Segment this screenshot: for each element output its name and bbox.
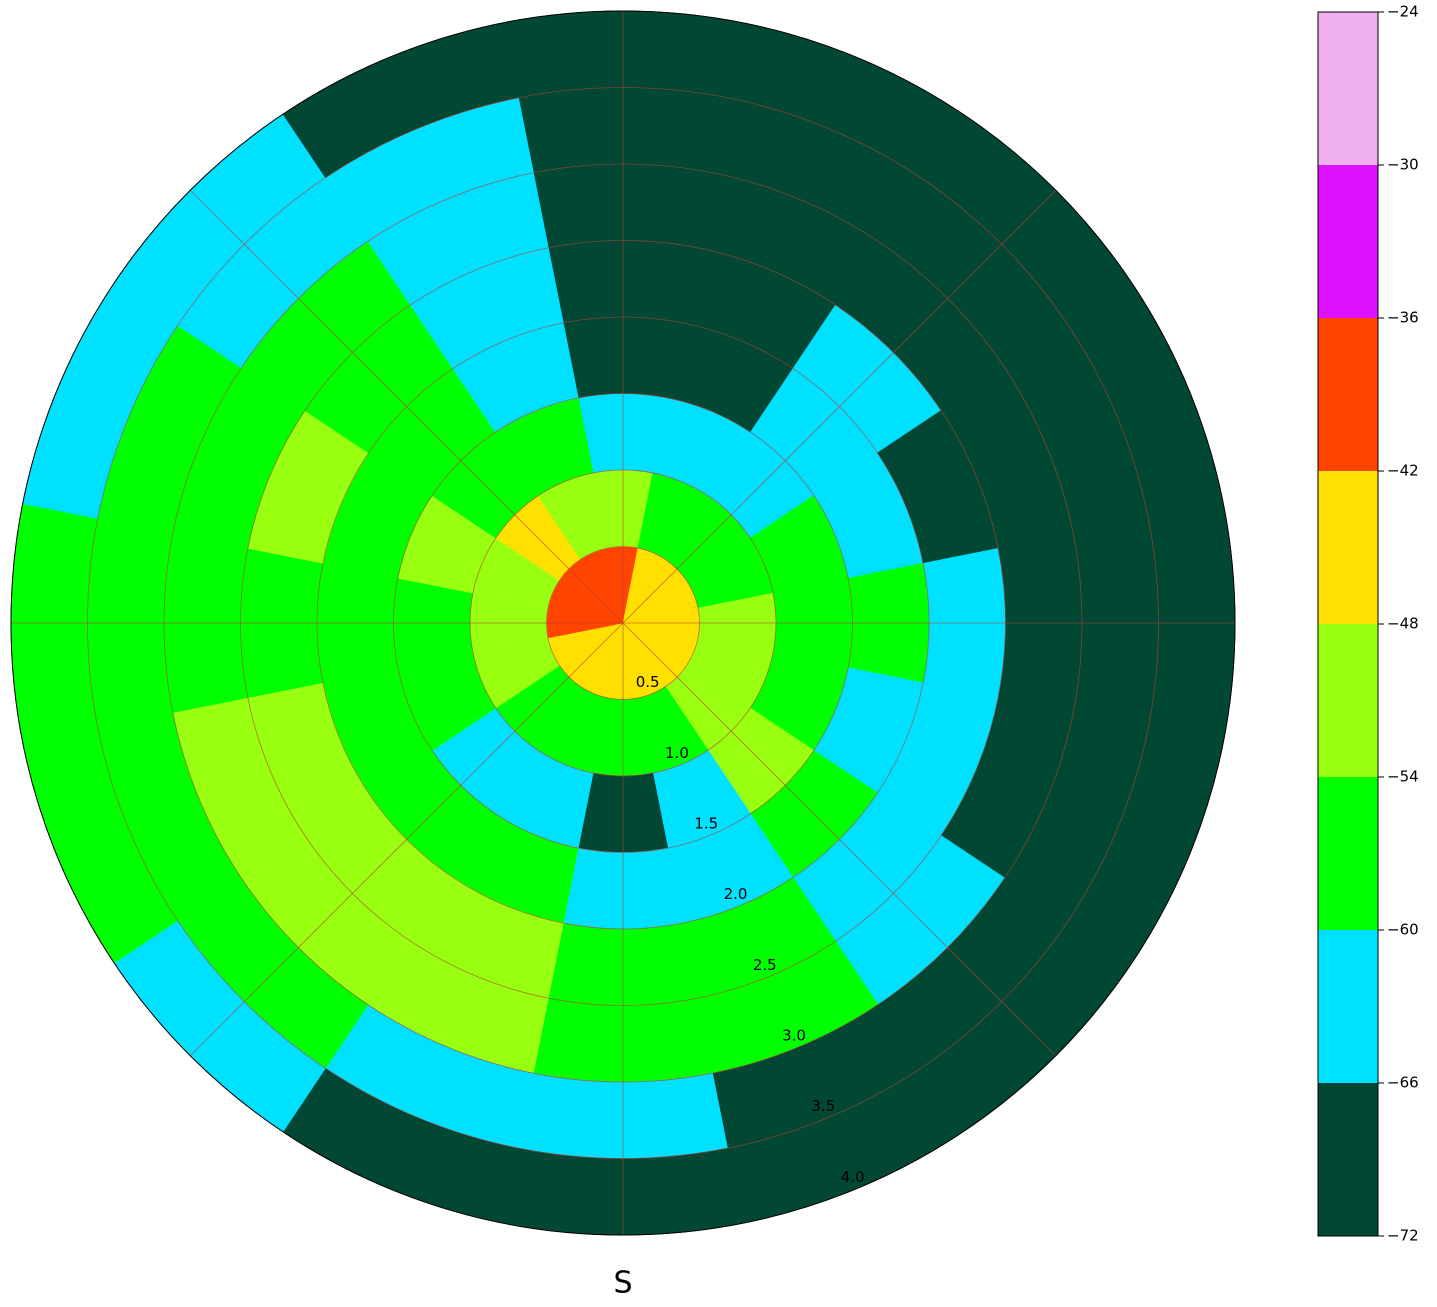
r-tick-label: 0.5 <box>636 673 660 691</box>
r-tick-label: 2.5 <box>753 956 777 974</box>
polar-grid: 0.5 1.0 1.5 2.0 2.5 3.0 3.5 4.0 <box>10 10 1236 1236</box>
colorbar-tick-label: −48 <box>1387 615 1419 633</box>
r-tick-label: 3.0 <box>782 1026 806 1044</box>
colorbar-tick-label: −60 <box>1387 921 1419 939</box>
colorbar-tick-label: −42 <box>1387 462 1419 480</box>
polar-frame <box>10 10 1236 1236</box>
colorbar-segment <box>1318 471 1378 624</box>
colorbar: −72 −66 −60 −54 −48 −42 −36 −30 −24 <box>1317 3 1419 1245</box>
r-tick-label: 1.5 <box>694 814 718 832</box>
colorbar-tick-label: −66 <box>1387 1074 1419 1092</box>
direction-label: S <box>613 1266 632 1301</box>
colorbar-tick-label: −36 <box>1387 309 1419 327</box>
colorbar-segment <box>1318 624 1378 777</box>
r-tick-label: 2.0 <box>724 885 748 903</box>
colorbar-tick-label: −30 <box>1387 156 1419 174</box>
r-tick-label: 3.5 <box>811 1097 835 1115</box>
r-tick-label: 1.0 <box>665 744 689 762</box>
colorbar-segment <box>1318 930 1378 1083</box>
colorbar-tick-label: −72 <box>1387 1227 1419 1245</box>
colorbar-segment <box>1318 12 1378 165</box>
theta-grid-line <box>622 622 1057 1057</box>
colorbar-segment <box>1318 777 1378 930</box>
colorbar-segment <box>1318 318 1378 471</box>
theta-grid-line <box>189 189 624 624</box>
r-tick-label: 4.0 <box>841 1168 865 1186</box>
colorbar-segment <box>1318 165 1378 318</box>
colorbar-tick-label: −54 <box>1387 768 1419 786</box>
theta-grid-line <box>189 622 624 1057</box>
theta-grid-line <box>622 189 1057 624</box>
colorbar-segment <box>1318 1083 1378 1236</box>
colorbar-tick-label: −24 <box>1387 3 1419 21</box>
